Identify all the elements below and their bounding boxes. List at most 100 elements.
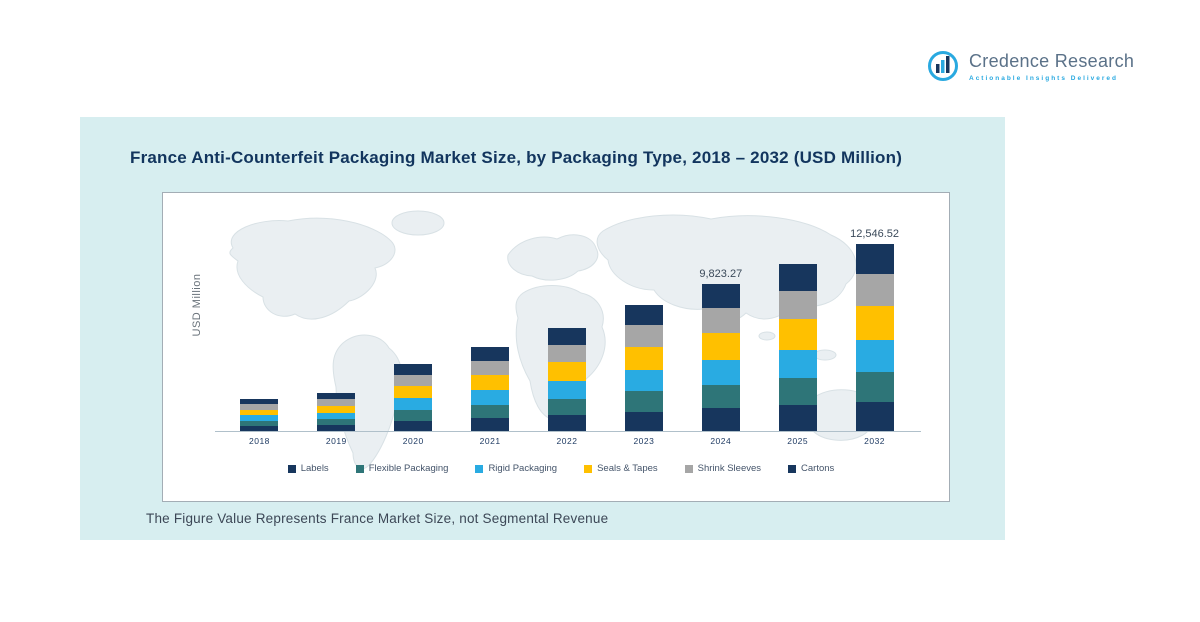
brand-icon <box>928 51 958 81</box>
bar-segment <box>855 273 894 306</box>
x-tick-label: 2021 <box>479 436 501 446</box>
bar-segment <box>394 398 433 410</box>
bar-segment <box>548 328 586 345</box>
bar-group-2019 <box>298 209 375 431</box>
x-axis-line <box>215 431 921 432</box>
footnote: The Figure Value Represents France Marke… <box>146 511 609 526</box>
bar-segment <box>855 401 894 431</box>
bar-segment <box>548 381 586 399</box>
bar-segment <box>624 305 663 326</box>
brand-logo: Credence Research Actionable Insights De… <box>925 48 1134 84</box>
legend-marker <box>684 464 693 473</box>
bar-segment <box>240 415 279 421</box>
x-tick-label: 2025 <box>787 436 809 446</box>
bar-segment <box>317 399 356 406</box>
brand-tagline: Actionable Insights Delivered <box>969 74 1119 82</box>
legend-item: Shrink Sleeves <box>684 463 762 474</box>
bar-segment <box>471 375 510 391</box>
y-axis-label: USD Million <box>191 273 203 337</box>
bar-segment <box>624 325 663 347</box>
legend-item: Labels <box>287 463 329 474</box>
bar-segment <box>855 340 894 373</box>
bar-segment <box>471 390 510 405</box>
legend-label: Flexible Packaging <box>368 463 449 474</box>
bar-segment <box>471 418 510 431</box>
bar-segment <box>240 420 279 427</box>
bar-segment <box>778 319 817 351</box>
chart-area: USD Million 9,823.27 12,546.52 2018 2019 20… <box>162 192 950 502</box>
bar-segment <box>548 344 586 363</box>
legend-item: Flexible Packaging <box>355 463 449 474</box>
bar-segment <box>240 404 279 410</box>
bar-segment <box>624 370 663 392</box>
bar-segment <box>240 409 279 416</box>
bar-segment <box>471 404 510 419</box>
legend-label: Rigid Packaging <box>488 463 558 474</box>
bar-segment <box>394 363 433 375</box>
legend-item: Seals & Tapes <box>584 463 658 474</box>
bar-segment <box>855 305 894 341</box>
bar-segment <box>548 398 586 416</box>
legend-label: Cartons <box>801 463 835 474</box>
bar-segment <box>471 360 510 375</box>
stacked-bar-2020 <box>394 363 433 431</box>
x-tick-label: 2024 <box>710 436 732 446</box>
bar-segment <box>394 409 433 421</box>
legend-item: Cartons <box>788 463 834 474</box>
bar-group-2020 <box>375 209 452 431</box>
stacked-bar-2021 <box>471 347 510 431</box>
bar-segment <box>701 332 740 360</box>
legend-marker <box>475 464 484 473</box>
chart-panel: France Anti-Counterfeit Packaging Market… <box>80 117 1005 540</box>
x-tick-label: 2032 <box>864 436 886 446</box>
bar-segment <box>317 405 356 413</box>
bar-segment <box>471 347 510 361</box>
bar-segment <box>701 384 740 409</box>
bar-group-2032: 12,546.52 <box>836 209 913 431</box>
legend-item: Rigid Packaging <box>475 463 557 474</box>
legend-label: Labels <box>300 463 329 474</box>
bar-group-2024: 9,823.27 <box>682 209 759 431</box>
bar-segment <box>317 419 356 426</box>
x-axis-labels: 2018 2019 2020 2021 2022 2023 2024 2025 2032 <box>221 436 913 446</box>
bar-segment <box>855 372 894 402</box>
stacked-bar-2018 <box>240 398 279 431</box>
legend-marker <box>355 464 364 473</box>
bar-segment <box>394 386 433 399</box>
bar-segment <box>701 307 740 333</box>
bar-segment <box>778 264 817 291</box>
bar-segment <box>548 415 586 431</box>
stacked-bar-2024 <box>701 284 740 431</box>
chart-title: France Anti-Counterfeit Packaging Market… <box>130 148 903 167</box>
bar-segment <box>701 284 740 308</box>
bar-segment <box>240 426 279 431</box>
x-tick-label: 2022 <box>556 436 578 446</box>
brand-name: Credence Research <box>969 50 1135 71</box>
bar-segment <box>624 391 663 412</box>
bar-segment <box>624 346 663 371</box>
bar-segment <box>855 243 894 274</box>
bar-segment <box>394 374 433 386</box>
bar-segment <box>778 405 817 431</box>
bar-group-2025 <box>759 209 836 431</box>
x-tick-label: 2020 <box>402 436 424 446</box>
bar-segment <box>317 425 356 431</box>
legend-marker <box>287 464 296 473</box>
legend-label: Shrink Sleeves <box>697 463 762 474</box>
bar-segment <box>317 412 356 420</box>
bar-segment <box>778 378 817 406</box>
x-tick-label: 2018 <box>248 436 270 446</box>
bar-segment <box>701 408 740 431</box>
stacked-bar-2022 <box>548 328 586 431</box>
bar-segment <box>778 290 817 320</box>
bar-segment <box>701 359 740 385</box>
bars-container: 9,823.27 12,546.52 <box>221 209 913 431</box>
bar-segment <box>548 362 586 382</box>
legend-marker <box>788 464 797 473</box>
bar-group-2018 <box>221 209 298 431</box>
legend-marker <box>584 464 593 473</box>
bar-segment <box>778 350 817 379</box>
brand-text: Credence Research Actionable Insights De… <box>969 51 1134 82</box>
stacked-bar-2019 <box>317 392 356 431</box>
